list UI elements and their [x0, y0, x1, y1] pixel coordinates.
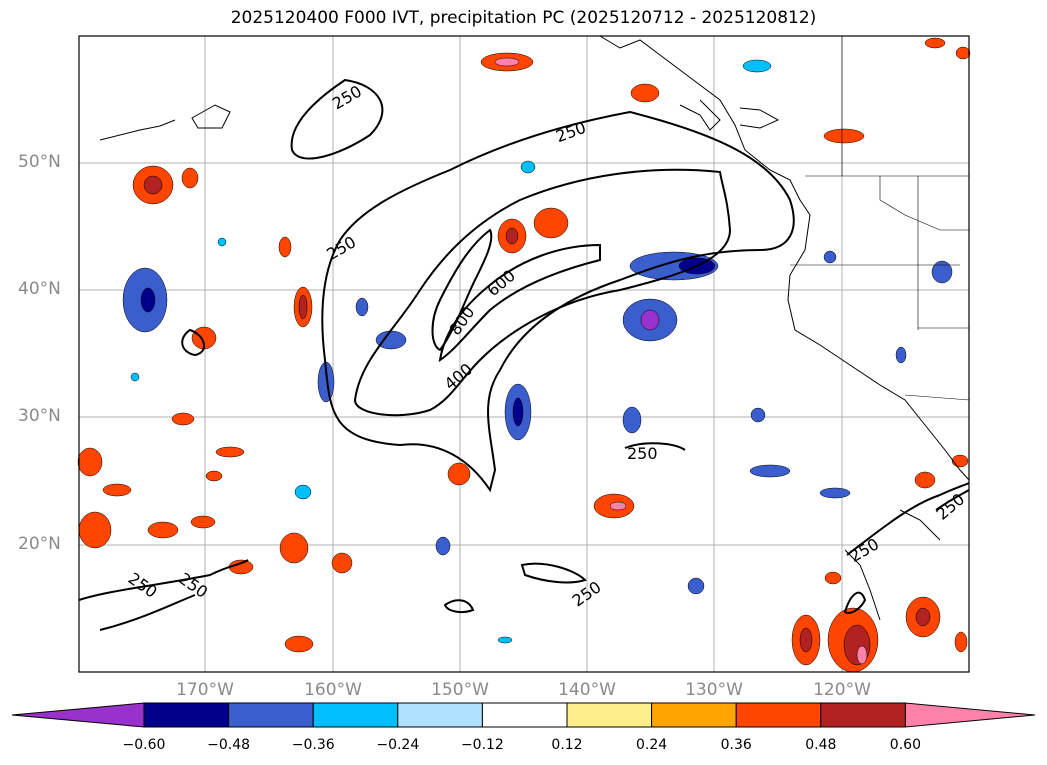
- precip-negative-anomalies: [122, 59, 953, 644]
- contour-label: 400: [441, 360, 477, 394]
- colorbar-tick: −0.60: [122, 737, 166, 753]
- lat-label: 20°N: [18, 534, 61, 554]
- lon-label: 120°W: [813, 680, 871, 700]
- contour-label: 250: [553, 118, 588, 146]
- colorbar-tick: −0.36: [291, 737, 335, 753]
- ivt-contours: [78, 78, 970, 631]
- lat-label: 40°N: [18, 279, 61, 299]
- lon-label: 140°W: [558, 680, 616, 700]
- colorbar-extend-max: [904, 702, 1036, 728]
- map-title: 2025120400 F000 IVT, precipitation PC (2…: [230, 8, 817, 28]
- map-frame: [78, 35, 970, 673]
- lat-label: 50°N: [18, 152, 61, 172]
- contour-label: 250: [627, 444, 658, 463]
- colorbar-extend-min: [11, 702, 145, 728]
- contour-label: 250: [846, 534, 882, 566]
- coastline: [99, 35, 970, 621]
- lon-label: 170°W: [176, 680, 234, 700]
- lon-label: 160°W: [304, 680, 362, 700]
- contour-label: 250: [175, 569, 211, 602]
- colorbar-tick: −0.24: [376, 737, 420, 753]
- colorbar-tick: −0.48: [207, 737, 251, 753]
- colorbar-tick: 0.36: [720, 737, 752, 753]
- lon-label: 150°W: [431, 680, 489, 700]
- colorbar: [11, 702, 1036, 728]
- colorbar-tick: 0.24: [636, 737, 668, 753]
- contour-label: 250: [125, 569, 161, 602]
- contour-label: 250: [323, 232, 359, 264]
- lat-label: 30°N: [18, 406, 61, 426]
- colorbar-tick: 0.60: [889, 737, 921, 753]
- colorbar-tick: 0.48: [805, 737, 837, 753]
- contour-label: 600: [483, 266, 519, 300]
- lon-label: 130°W: [685, 680, 743, 700]
- colorbar-tick: 0.12: [551, 737, 583, 753]
- precip-positive-anomalies: [77, 37, 971, 673]
- colorbar-tick: −0.12: [460, 737, 504, 753]
- state-borders: [790, 36, 970, 401]
